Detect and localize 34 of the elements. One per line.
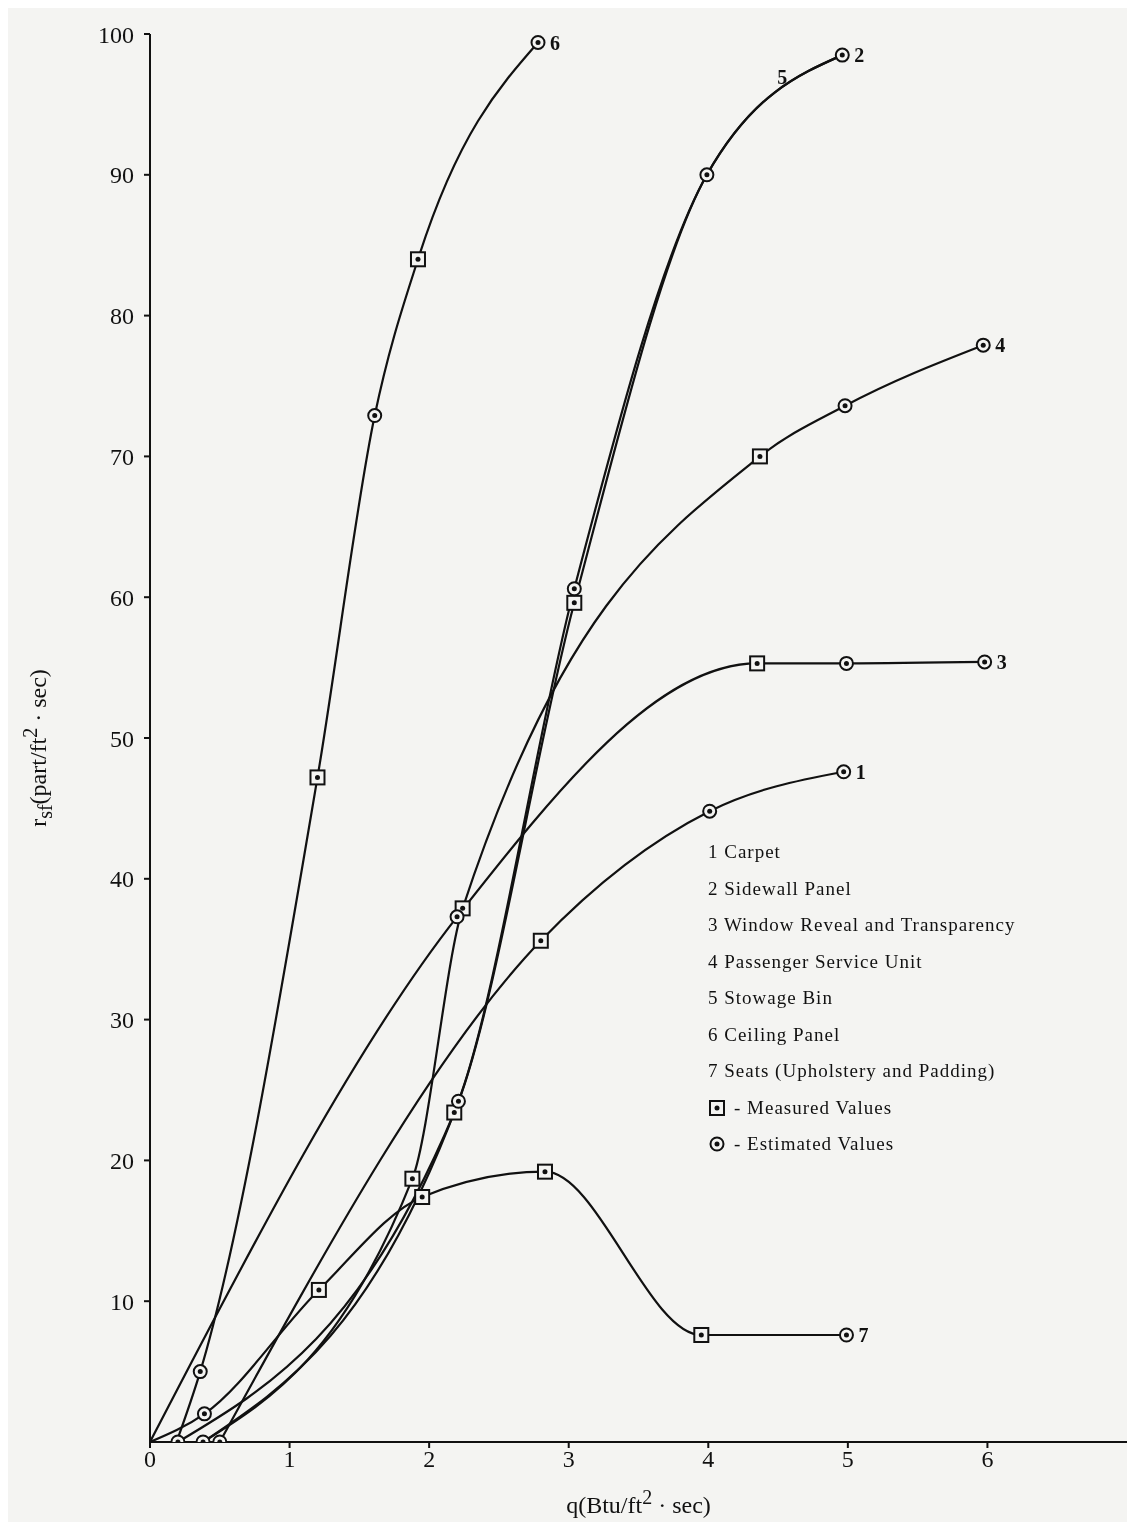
x-tick-label: 4 — [702, 1446, 715, 1473]
y-tick-label: 90 — [110, 162, 134, 189]
x-tick-label: 6 — [981, 1446, 994, 1473]
y-tick-label: 40 — [110, 866, 134, 893]
x-tick-label: 5 — [841, 1446, 854, 1473]
y-tick-label: 30 — [110, 1007, 134, 1034]
y-tick-label: 20 — [110, 1147, 134, 1174]
annotation: 1 Carpet — [708, 840, 782, 864]
y-tick-label: 10 — [110, 1288, 134, 1315]
y-tick-label: 100 — [98, 21, 134, 48]
x-tick-label: 0 — [144, 1446, 156, 1473]
series-label: 7 — [858, 1324, 869, 1347]
series-label: 4 — [995, 334, 1006, 357]
annotation: 5 Stowage Bin — [708, 986, 834, 1010]
series-label: 5 — [777, 66, 788, 89]
legend-label: - Measured Values — [734, 1095, 893, 1120]
x-tick-label: 1 — [283, 1446, 296, 1473]
x-axis-title: q(Btu/ft$^{2}$ · sec) — [565, 1486, 712, 1519]
y-tick-label: 70 — [110, 443, 134, 470]
annotation: 3 Window Reveal and Transparency — [708, 913, 1016, 937]
annotation: 2 Sidewall Panel — [708, 876, 853, 901]
y-tick-label: 80 — [110, 303, 134, 330]
annotation: 7 Seats (Upholstery and Padding) — [708, 1059, 997, 1083]
series-label: 6 — [550, 31, 561, 54]
x-tick-label: 2 — [423, 1446, 436, 1473]
x-tick-label: 3 — [562, 1446, 575, 1473]
legend-label: - Estimated Values — [734, 1132, 895, 1156]
series-label: 2 — [854, 44, 865, 67]
series-label: 3 — [996, 651, 1007, 674]
y-tick-label: 50 — [110, 725, 134, 752]
annotation: 4 Passenger Service Unit — [708, 949, 924, 974]
annotation: 6 Ceiling Panel — [708, 1022, 842, 1047]
series-label: 1 — [855, 760, 866, 783]
y-tick-label: 60 — [110, 584, 134, 611]
